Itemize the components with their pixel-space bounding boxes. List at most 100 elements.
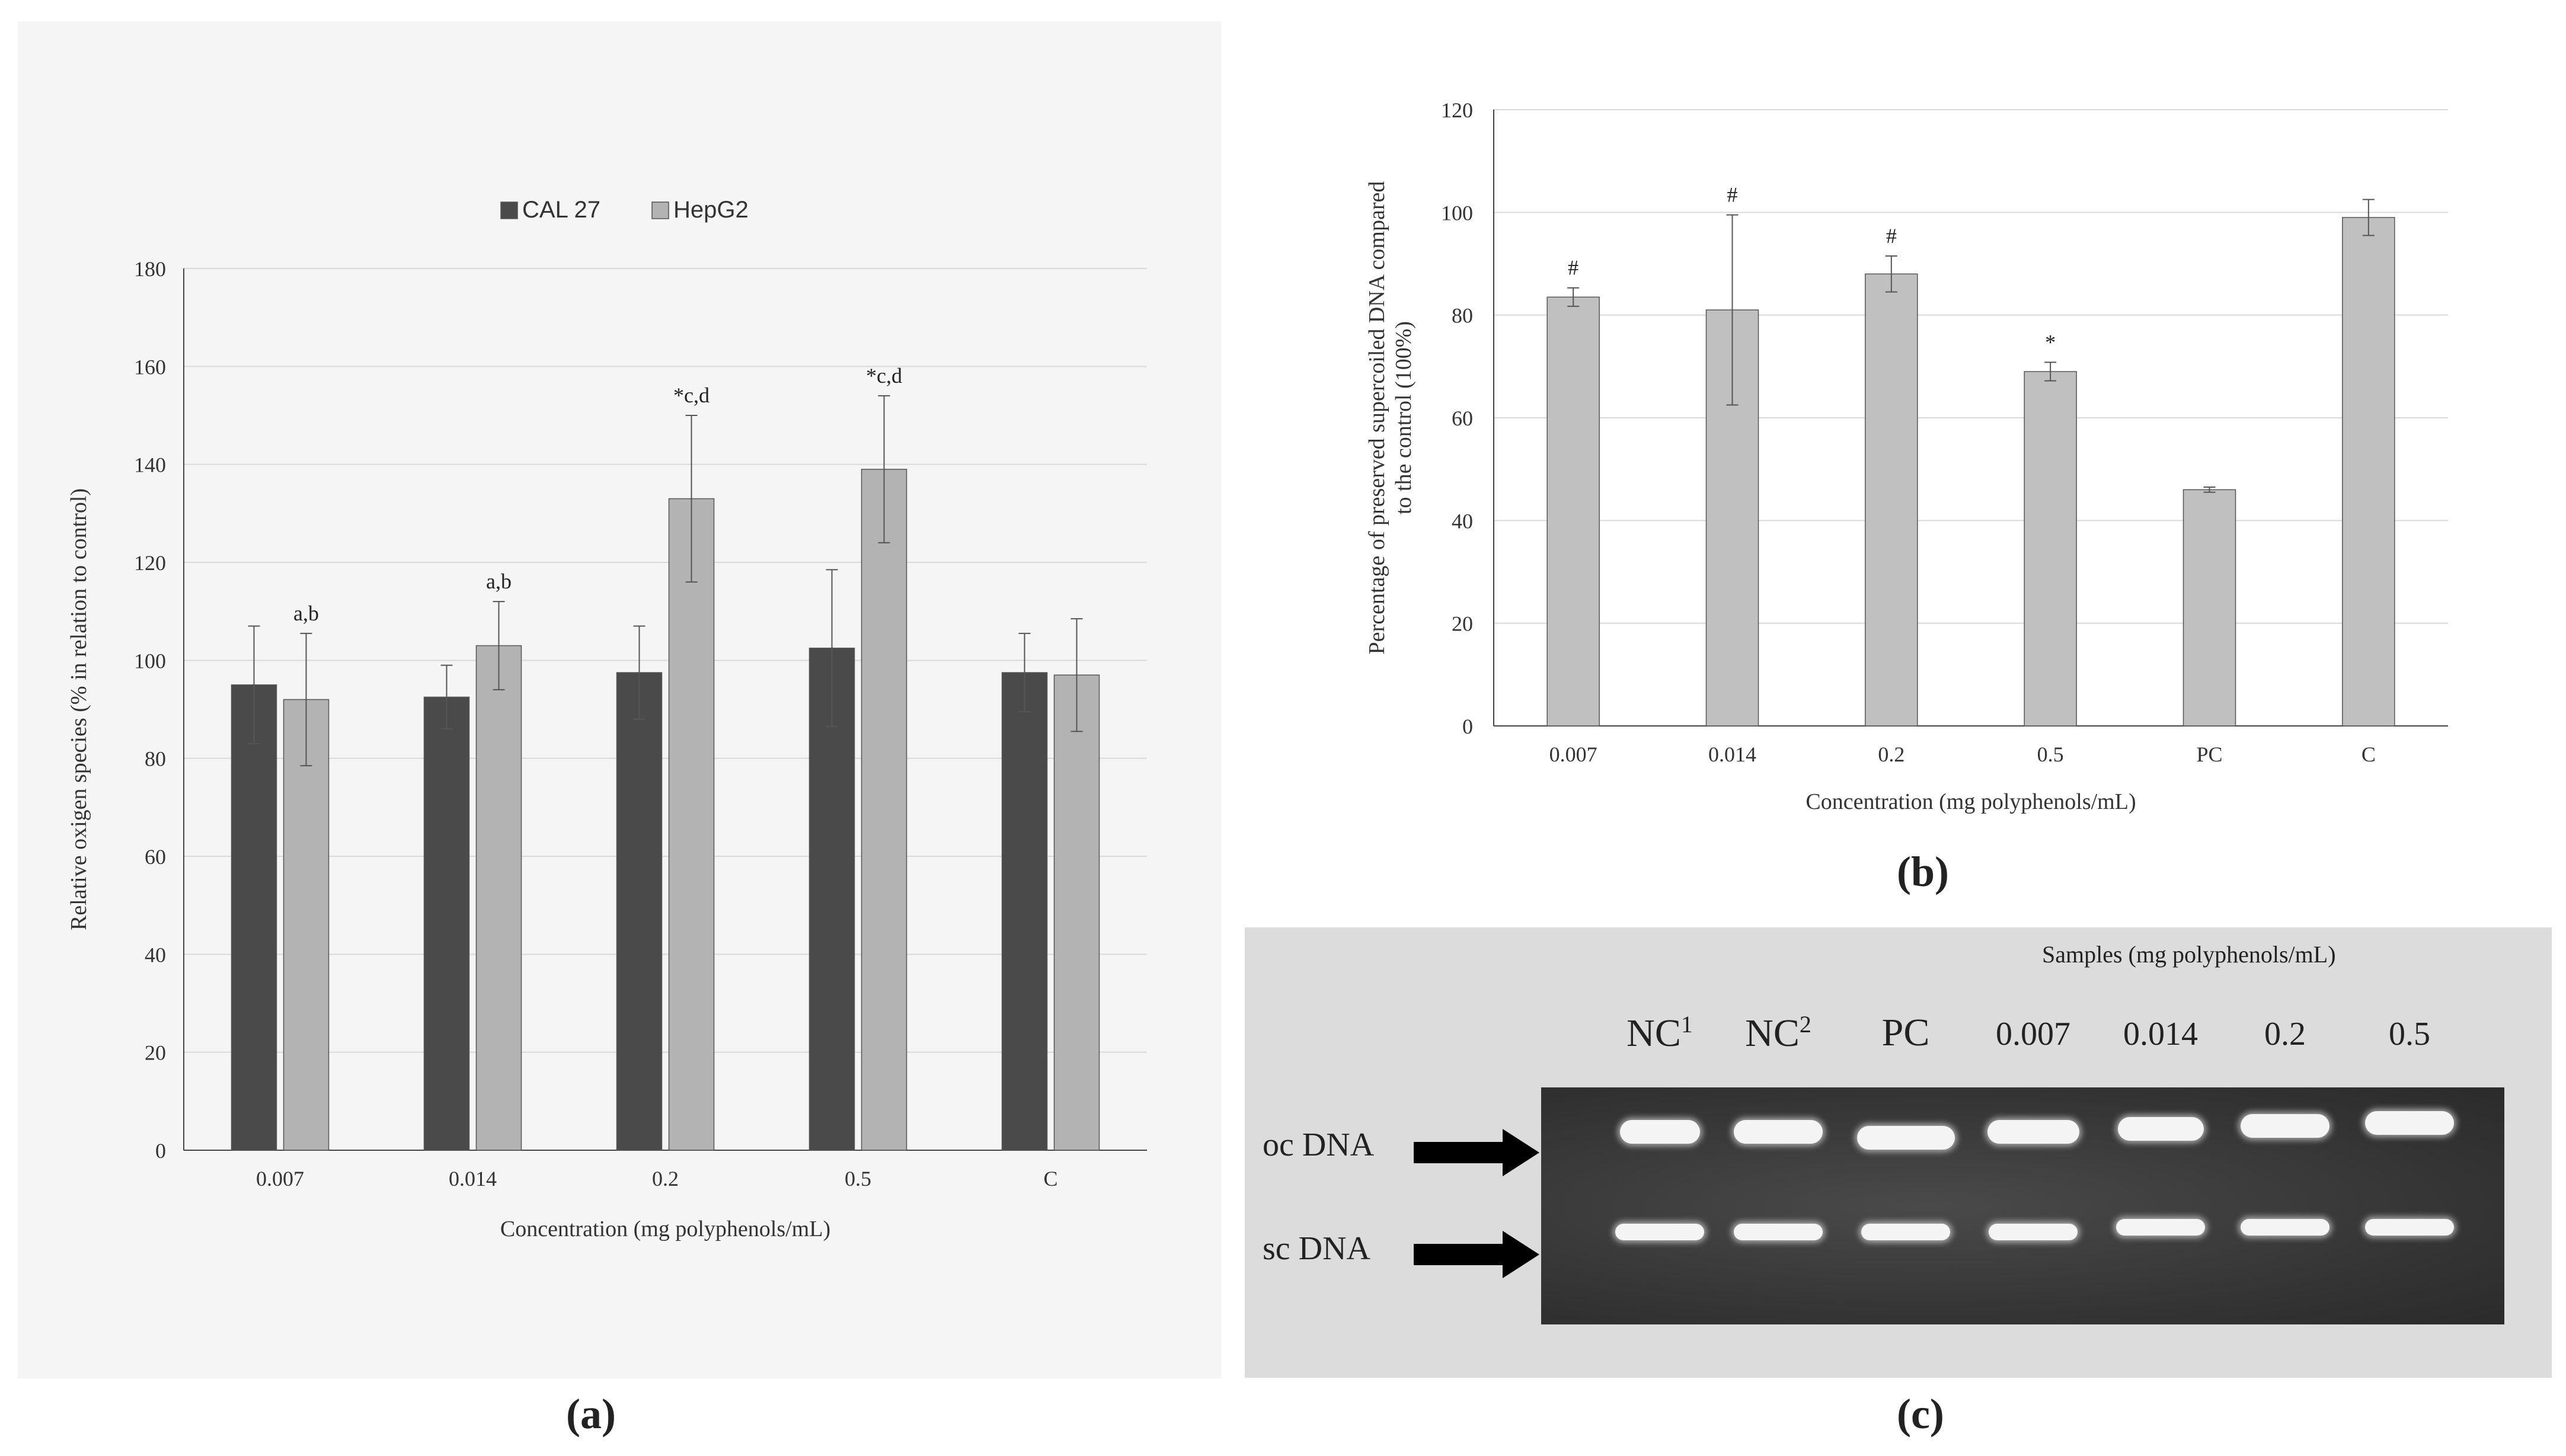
gel-lane-label-text: 0.007: [1996, 1016, 2070, 1052]
legend-swatch: [500, 201, 518, 219]
y-axis-title-line-2: to the control (100%): [1391, 321, 1416, 514]
legend-label: CAL 27: [522, 197, 600, 223]
gel-lane-label-text: 0.014: [2123, 1016, 2198, 1052]
sc-dna-label: sc DNA: [1263, 1230, 1370, 1267]
bar-hepg2: [475, 645, 522, 1151]
bar-hepg2: [283, 699, 330, 1151]
x-tick-label: 0.5: [845, 1167, 871, 1191]
y-axis-title: Relative oxigen species (% in relation t…: [66, 488, 91, 930]
gel-band-oc: [2365, 1111, 2454, 1135]
y-tick-label: 120: [134, 551, 166, 575]
gel-lane-label: NC1: [1600, 1010, 1719, 1056]
sc-dna-arrow-icon: [1414, 1231, 1539, 1278]
x-tick-label: C: [1043, 1167, 1057, 1191]
gel-lane-label-text: 0.2: [2264, 1016, 2306, 1052]
gel-band-sc: [2365, 1219, 2454, 1236]
bar-dna: [1546, 296, 1600, 727]
bar-cal27: [616, 672, 663, 1151]
y-tick-label: 140: [134, 453, 166, 477]
caption-b: (b): [1897, 848, 1949, 895]
gel-samples-title: Samples (mg polyphenols/mL): [2042, 941, 2336, 968]
y-tick-label: 120: [1441, 98, 1473, 122]
y-tick-label: 20: [1452, 612, 1473, 636]
significance-label: #: [1886, 224, 1897, 248]
gel-band-sc: [1861, 1224, 1950, 1240]
significance-label: a,b: [293, 601, 319, 625]
bar-cal27: [1001, 672, 1048, 1151]
gel-lane-label: 0.007: [1974, 1015, 2092, 1053]
bar-hepg2: [668, 498, 715, 1151]
gel-lane-label-sup: 1: [1680, 1011, 1693, 1038]
significance-label: *c,d: [866, 364, 902, 388]
y-tick-label: 180: [134, 257, 166, 281]
legend-swatch: [651, 201, 669, 219]
y-tick-label: 80: [1452, 304, 1473, 328]
significance-label: #: [1568, 256, 1578, 280]
x-tick-label: 0.007: [256, 1167, 304, 1191]
gel-panel: Samples (mg polyphenols/mL) NC1 NC2 PC 0.00…: [1245, 927, 2552, 1378]
x-tick-label: 0.014: [449, 1167, 497, 1191]
bar-dna: [2024, 371, 2077, 727]
x-tick-label: 0.014: [1708, 743, 1756, 766]
x-tick-label: 0.5: [2037, 743, 2064, 766]
bar-cal27: [231, 684, 277, 1151]
oc-dna-arrow-icon: [1414, 1129, 1539, 1176]
gel-lane-label-text: NC: [1745, 1012, 1800, 1055]
y-tick-label: 20: [145, 1041, 166, 1065]
gel-lane-label-sup: 2: [1799, 1011, 1811, 1038]
significance-label: #: [1727, 183, 1738, 207]
y-axis-title-line-1: Percentage of preserved supercoiled DNA …: [1365, 181, 1389, 655]
x-tick-label: 0.2: [1878, 743, 1904, 766]
y-tick-label: 40: [1452, 509, 1473, 533]
bar-hepg2: [1053, 674, 1100, 1151]
gel-lane-label-text: 0.5: [2389, 1016, 2430, 1052]
gel-band-oc: [1987, 1120, 2079, 1144]
gel-band-oc: [1734, 1120, 1823, 1144]
x-tick-label: C: [2362, 743, 2376, 766]
bar-cal27: [423, 696, 470, 1151]
gel-lane-label: 0.5: [2350, 1015, 2469, 1053]
legend-label: HepG2: [673, 197, 749, 223]
y-tick-label: 60: [1452, 407, 1473, 430]
y-tick-label: 100: [134, 649, 166, 673]
caption-a: (a): [566, 1390, 616, 1438]
gel-lane-label: 0.2: [2226, 1015, 2344, 1053]
bar-dna: [2182, 489, 2236, 727]
chart-a: 0 20 40 60 80 100 120 140 160 180 0.007 a,b 0.014 a,b…: [66, 197, 1147, 1241]
y-tick-label: 60: [145, 845, 166, 869]
bar-dna: [1865, 273, 1918, 727]
significance-label: a,b: [486, 569, 512, 593]
bar-hepg2: [861, 469, 907, 1151]
y-tick-label: 80: [145, 747, 166, 771]
gel-band-oc: [1619, 1120, 1700, 1144]
x-axis-title: Concentration (mg polyphenols/mL): [500, 1217, 830, 1241]
significance-label: *: [2045, 330, 2056, 354]
x-tick-label: 0.2: [652, 1167, 679, 1191]
gel-lane-label: 0.014: [2101, 1015, 2220, 1053]
gel-lane-label: NC2: [1719, 1010, 1838, 1056]
gel-image: [1541, 1087, 2504, 1324]
gel-band-sc: [1734, 1224, 1823, 1240]
y-tick-label: 0: [1462, 715, 1473, 738]
oc-dna-label: oc DNA: [1263, 1127, 1375, 1163]
gel-band-sc: [2116, 1219, 2205, 1236]
bar-cal27: [809, 647, 855, 1151]
gel-lane-label: PC: [1846, 1010, 1965, 1055]
x-tick-label: PC: [2196, 743, 2222, 766]
y-tick-label: 40: [145, 943, 166, 967]
chart-b: 0 20 40 60 80 100 120 0.007 #0.014 #0.2 #0.5 * PC C Co…: [1365, 98, 2448, 814]
y-tick-label: 0: [155, 1139, 166, 1163]
gel-band-oc: [1856, 1126, 1955, 1150]
bar-dna: [2342, 217, 2395, 727]
x-axis-title: Concentration (mg polyphenols/mL): [1806, 789, 2136, 814]
gel-band-oc: [2117, 1117, 2204, 1141]
caption-c: (c): [1897, 1390, 1944, 1438]
gel-lane-label-text: NC: [1626, 1012, 1681, 1055]
y-tick-label: 160: [134, 355, 166, 379]
significance-label: *c,d: [673, 383, 710, 407]
gel-band-oc: [2241, 1114, 2329, 1138]
gel-band-sc: [1615, 1224, 1704, 1240]
x-tick-label: 0.007: [1549, 743, 1597, 766]
y-tick-label: 100: [1441, 201, 1473, 225]
gel-band-sc: [1989, 1224, 2078, 1240]
